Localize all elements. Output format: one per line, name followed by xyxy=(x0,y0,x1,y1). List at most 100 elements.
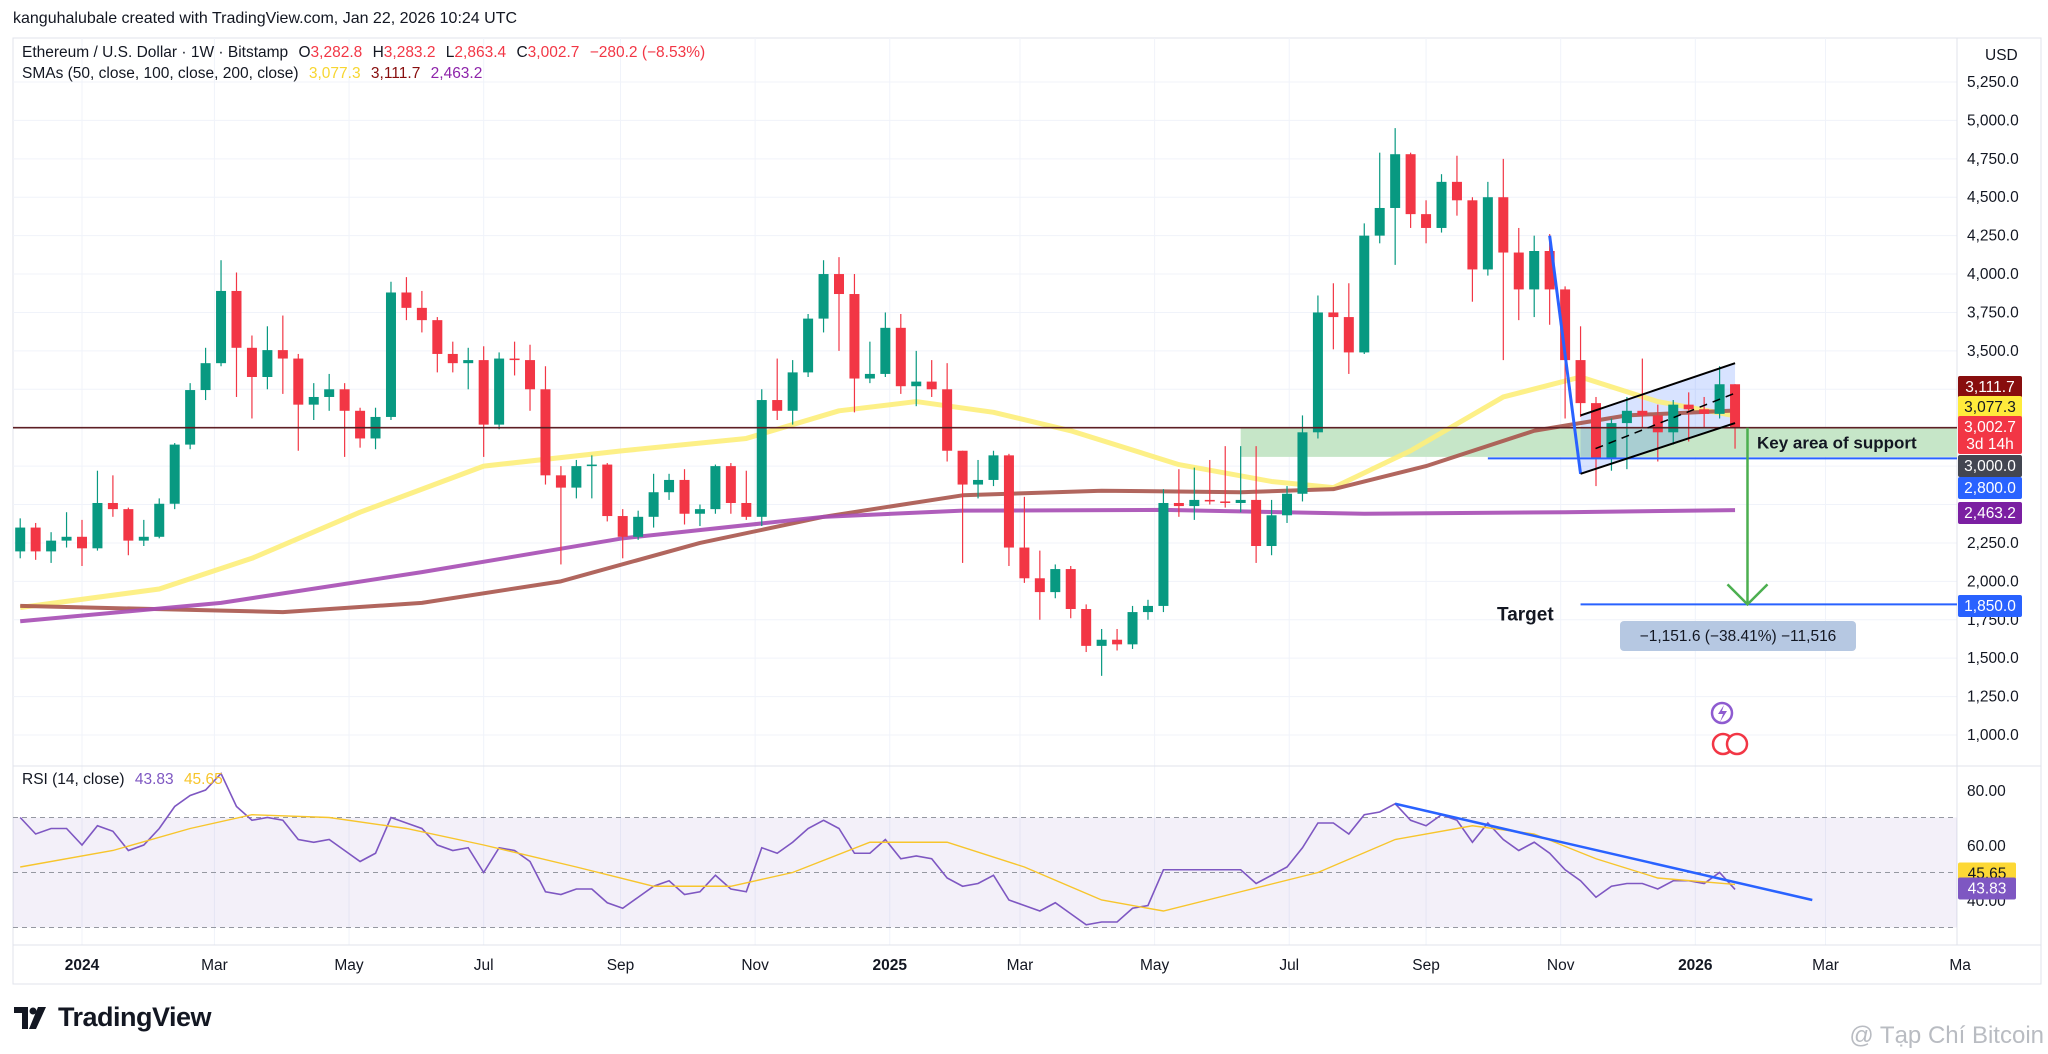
price-badge xyxy=(1958,455,2022,477)
candle-body xyxy=(1127,612,1138,645)
symbol-legend: Ethereum / U.S. Dollar · 1W · Bitstamp O… xyxy=(22,44,711,62)
candle-body xyxy=(1529,251,1540,290)
candle xyxy=(555,466,566,565)
candle xyxy=(664,473,675,500)
high-label: H xyxy=(372,44,384,61)
sma-title[interactable]: SMAs (50, close, 100, close, 200, close) xyxy=(22,65,299,82)
candle-body xyxy=(1544,251,1555,290)
candle xyxy=(185,383,196,450)
candle xyxy=(1699,396,1710,428)
candle xyxy=(1621,396,1632,470)
change-value: −280.2 (−8.53%) xyxy=(589,44,706,61)
candle-body xyxy=(1096,639,1107,646)
candle-body xyxy=(61,536,72,541)
price-badge xyxy=(1958,595,2022,617)
candle-body xyxy=(1312,312,1323,433)
candle xyxy=(679,469,690,525)
close-label: C xyxy=(516,44,528,61)
candle xyxy=(154,498,165,539)
candle-body xyxy=(1019,547,1030,579)
candle-body xyxy=(1328,312,1339,318)
candle xyxy=(1312,295,1323,439)
candle xyxy=(262,326,273,390)
target-label: Target xyxy=(1497,604,1554,625)
tradingview-logo[interactable]: TradingView xyxy=(14,1002,212,1033)
candle xyxy=(494,352,505,430)
candle xyxy=(401,277,412,321)
candle xyxy=(803,313,814,377)
candle-body xyxy=(1591,403,1602,459)
candle-body xyxy=(200,363,211,391)
candle xyxy=(1204,459,1215,505)
rsi-tick-label: 80.00 xyxy=(1967,783,2006,800)
time-tick-label: Mar xyxy=(1812,957,1839,974)
candle xyxy=(540,366,551,485)
candle xyxy=(30,522,41,560)
sma100-value: 3,111.7 xyxy=(370,65,421,82)
candle xyxy=(138,519,149,547)
candle-body xyxy=(432,320,443,354)
candle-body xyxy=(648,492,659,517)
symbol-title[interactable]: Ethereum / U.S. Dollar · 1W · Bitstamp xyxy=(22,44,289,61)
candle-body xyxy=(1204,499,1215,502)
downtrend-line xyxy=(1548,235,1583,474)
candle-body xyxy=(741,502,752,517)
candle-body xyxy=(725,466,736,503)
candle xyxy=(1575,326,1586,417)
candle-body xyxy=(942,389,953,451)
candle-body xyxy=(803,318,814,373)
currency-label[interactable]: USD xyxy=(1985,47,2018,64)
grid xyxy=(13,38,2041,946)
candle-body xyxy=(911,381,922,387)
candle-body xyxy=(494,358,505,425)
down-arrow-head xyxy=(1726,583,1769,607)
sma-legend: SMAs (50, close, 100, close, 200, close)… xyxy=(22,65,488,83)
candle-body xyxy=(107,502,118,510)
candle xyxy=(834,257,845,351)
candle xyxy=(324,373,335,411)
price-tick-label: 1,000.0 xyxy=(1967,727,2019,744)
candle xyxy=(1482,181,1493,276)
price-tick-label: 3,500.0 xyxy=(1967,343,2019,360)
candle-body xyxy=(1606,423,1617,459)
candle xyxy=(107,475,118,517)
candle xyxy=(1405,152,1416,228)
candle-body xyxy=(957,450,968,485)
candle-body xyxy=(988,455,999,480)
candle xyxy=(633,510,644,540)
candle xyxy=(169,443,180,510)
candle-body xyxy=(694,509,705,514)
candle xyxy=(1112,628,1123,651)
candle xyxy=(416,290,427,333)
candle-body xyxy=(277,350,288,359)
candle-body xyxy=(1730,384,1741,428)
rsi-title[interactable]: RSI (14, close) xyxy=(22,771,125,788)
candle-body xyxy=(602,464,613,517)
price-badge-text: 3,111.7 xyxy=(1965,379,2014,396)
candle-body xyxy=(1158,502,1169,606)
candle-body xyxy=(447,353,458,364)
candle-body xyxy=(324,389,335,397)
price-tick-label: 2,250.0 xyxy=(1967,535,2019,552)
candle xyxy=(1529,235,1540,318)
candle-body xyxy=(834,274,845,295)
candle xyxy=(1513,227,1524,321)
chart-credit: kanguhalubale created with TradingView.c… xyxy=(13,10,518,27)
candle-body xyxy=(1560,289,1571,361)
candle xyxy=(926,360,937,397)
candle xyxy=(1451,155,1462,216)
candle-body xyxy=(385,292,396,417)
candle-body xyxy=(339,389,350,411)
candle-body xyxy=(540,389,551,476)
candle xyxy=(1467,197,1478,302)
time-tick-label: May xyxy=(1140,957,1170,974)
candle-body xyxy=(293,358,304,405)
price-badge xyxy=(1958,416,2022,454)
candle xyxy=(1498,158,1509,361)
candle-body xyxy=(262,350,273,377)
rsi-ma-value: 45.65 xyxy=(183,771,223,788)
time-tick-label: 2024 xyxy=(65,957,100,974)
sma50-value: 3,077.3 xyxy=(308,65,361,82)
candle-body xyxy=(1142,605,1153,613)
